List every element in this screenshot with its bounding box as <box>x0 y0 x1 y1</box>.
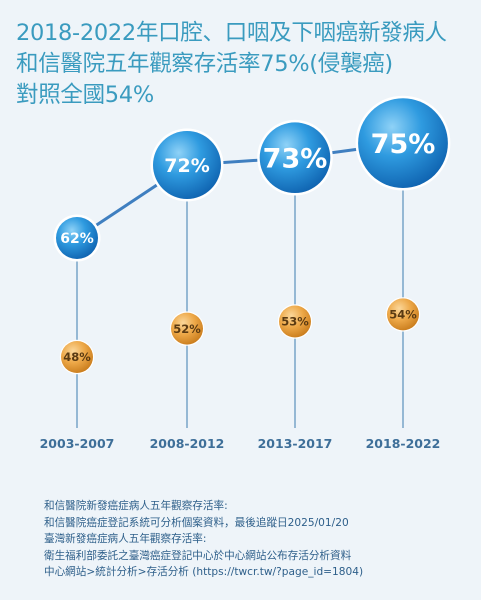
x-tick-label-3: 2013-2017 <box>258 436 333 451</box>
orange-value-label-1: 48% <box>63 350 91 364</box>
blue-value-label-4: 75% <box>371 129 436 160</box>
footnote: 和信醫院新發癌症病人五年觀察存活率: 和信醫院癌症登記系統可分析個案資料，最後追… <box>44 498 474 581</box>
stems <box>76 143 404 428</box>
footnote-line-3: 臺灣新發癌症病人五年觀察存活率: <box>44 533 207 545</box>
blue-bubble-3 <box>259 122 331 193</box>
title-line-2: 和信醫院五年觀察存活率75%(侵襲癌) <box>16 51 393 77</box>
orange-layer: 48% 52% 53% 54% <box>59 297 421 375</box>
blue-layer: 62% 72% 73% 75% <box>53 95 451 262</box>
blue-bubble-1 <box>56 217 98 259</box>
blue-bubble-4 <box>358 98 448 188</box>
trend-line <box>76 141 404 240</box>
footnote-line-2: 和信醫院癌症登記系統可分析個案資料，最後追蹤日2025/01/20 <box>44 516 349 529</box>
footnote-line-4: 衛生福利部委託之臺灣癌症登記中心於中心網站公布存活分析資料 <box>44 549 352 562</box>
line-layer <box>76 141 404 240</box>
orange-bubble-3 <box>279 305 311 338</box>
footnote-line-1: 和信醫院新發癌症病人五年觀察存活率: <box>44 500 228 512</box>
footnote-line-5: 中心網站>統計分析>存活分析 (https://twcr.tw/?page_id… <box>44 566 364 578</box>
orange-value-label-3: 53% <box>281 315 309 329</box>
x-tick-label-4: 2018-2022 <box>366 436 441 451</box>
title-line-3: 對照全國54% <box>16 82 154 108</box>
blue-value-label-2: 72% <box>164 155 209 177</box>
x-tick-label-1: 2003-2007 <box>40 436 115 451</box>
orange-value-label-4: 54% <box>389 308 417 322</box>
orange-bubble-1 <box>61 341 93 373</box>
x-tick-label-2: 2008-2012 <box>150 436 225 451</box>
chart-title: 2018-2022年口腔、口咽及下咽癌新發病人 和信醫院五年觀察存活率75%(侵… <box>16 18 476 111</box>
x-axis-labels: 2003-2007 2008-2012 2013-2017 2018-2022 <box>40 436 441 451</box>
orange-bubble-4 <box>387 298 419 331</box>
title-line-1: 2018-2022年口腔、口咽及下咽癌新發病人 <box>16 20 447 46</box>
blue-bubble-2 <box>153 131 221 199</box>
blue-value-label-3: 73% <box>263 143 328 174</box>
blue-value-label-1: 62% <box>60 231 94 247</box>
orange-value-label-2: 52% <box>173 322 201 336</box>
orange-bubble-2 <box>171 312 203 345</box>
